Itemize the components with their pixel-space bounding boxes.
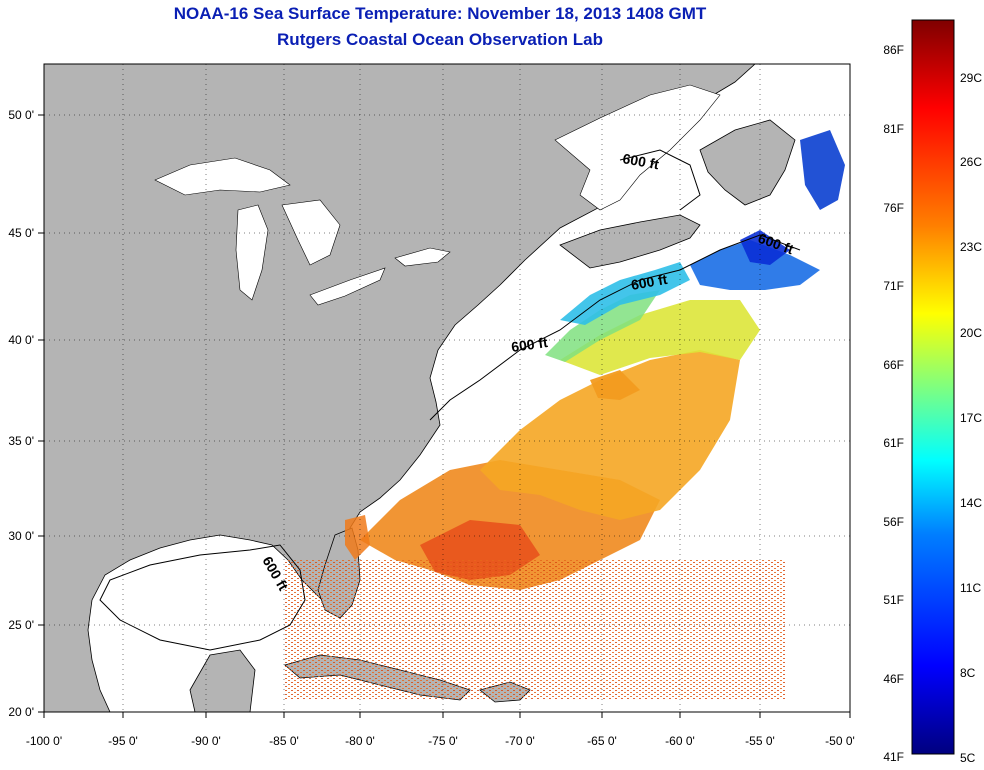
lon-tick-label: -95 0' — [108, 734, 138, 748]
colorbar-c-label: 14C — [960, 496, 982, 510]
lat-tick-label: 35 0' — [8, 434, 34, 448]
lon-tick-label: -65 0' — [587, 734, 617, 748]
nova-scotia-land — [559, 214, 701, 269]
lon-tick-label: -85 0' — [269, 734, 299, 748]
lake-erie — [309, 267, 386, 306]
contour-label: 600 ft — [621, 150, 660, 172]
lon-tick-label: -70 0' — [505, 734, 535, 748]
colorbar-c-label: 8C — [960, 666, 976, 680]
axis-ticks — [38, 114, 851, 718]
lat-tick-label: 20 0' — [8, 705, 34, 719]
colorbar-f-label: 61F — [883, 436, 904, 450]
colorbar-f-label: 56F — [883, 515, 904, 529]
lake-superior — [154, 157, 291, 196]
colorbar-f-label: 76F — [883, 201, 904, 215]
lon-tick-label: -75 0' — [428, 734, 458, 748]
lake-michigan — [235, 204, 269, 301]
colorbar-f-label: 51F — [883, 593, 904, 607]
colorbar-f-label: 41F — [883, 750, 904, 764]
colorbar-f-label: 66F — [883, 358, 904, 372]
contour-label: 600 ft — [510, 334, 549, 355]
colorbar-f-label: 81F — [883, 122, 904, 136]
colorbar-c-label: 5C — [960, 751, 976, 765]
colorbar-f-labels: 86F 81F 76F 71F 66F 61F 56F 51F 46F 41F — [883, 43, 904, 764]
lat-tick-label: 45 0' — [8, 226, 34, 240]
lake-ontario — [394, 247, 451, 267]
lon-tick-label: -100 0' — [26, 734, 62, 748]
lat-tick-label: 40 0' — [8, 333, 34, 347]
sst-data-layer — [285, 130, 845, 700]
lon-tick-label: -60 0' — [665, 734, 695, 748]
colorbar — [911, 19, 955, 755]
lat-tick-label: 30 0' — [8, 529, 34, 543]
contour-label: 600 ft — [630, 271, 669, 293]
colorbar-c-label: 11C — [960, 581, 981, 595]
map-title: NOAA-16 Sea Surface Temperature: Novembe… — [173, 4, 707, 23]
lon-tick-label: -90 0' — [191, 734, 221, 748]
lon-tick-label: -80 0' — [345, 734, 375, 748]
colorbar-f-label: 46F — [883, 672, 904, 686]
lat-tick-label: 25 0' — [8, 618, 34, 632]
colorbar-f-label: 71F — [883, 279, 904, 293]
colorbar-c-label: 17C — [960, 411, 982, 425]
lat-tick-label: 50 0' — [8, 108, 34, 122]
lon-tick-label: -50 0' — [825, 734, 855, 748]
colorbar-c-label: 29C — [960, 71, 982, 85]
lon-tick-label: -55 0' — [745, 734, 775, 748]
colorbar-c-labels: 29C 26C 23C 20C 17C 14C 11C 8C 5C — [960, 71, 982, 765]
newfoundland-land — [699, 119, 796, 206]
gulf-st-lawrence — [554, 84, 721, 211]
depth-contour-600ft — [99, 149, 801, 651]
map-frame — [43, 63, 851, 713]
colorbar-c-label: 26C — [960, 155, 982, 169]
colorbar-f-label: 86F — [883, 43, 904, 57]
colorbar-c-label: 20C — [960, 326, 982, 340]
yucatan-land — [189, 649, 256, 712]
map-subtitle: Rutgers Coastal Ocean Observation Lab — [277, 30, 603, 49]
lake-huron — [281, 199, 341, 266]
graticule — [44, 64, 850, 712]
colorbar-c-label: 23C — [960, 240, 982, 254]
